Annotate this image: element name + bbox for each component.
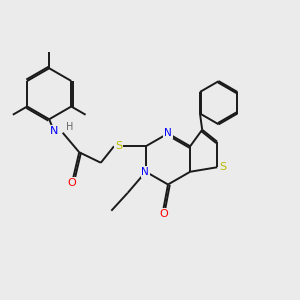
Text: S: S (219, 162, 226, 172)
Text: N: N (141, 167, 149, 177)
Text: N: N (164, 128, 172, 138)
Text: N: N (50, 126, 58, 136)
Text: O: O (159, 209, 168, 219)
Text: H: H (66, 122, 73, 132)
Text: S: S (115, 141, 122, 151)
Text: O: O (67, 178, 76, 188)
